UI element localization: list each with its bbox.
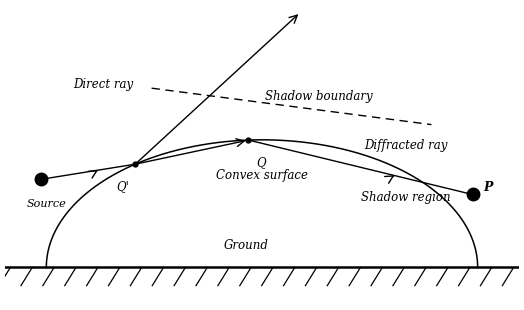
- Text: Shadow boundary: Shadow boundary: [265, 90, 372, 103]
- Text: P: P: [483, 181, 493, 194]
- Text: Direct ray: Direct ray: [73, 78, 133, 91]
- Text: Q': Q': [116, 180, 129, 193]
- Text: Shadow region: Shadow region: [361, 191, 451, 204]
- Text: Convex surface: Convex surface: [216, 169, 308, 182]
- Text: Ground: Ground: [224, 239, 269, 252]
- Text: Diffracted ray: Diffracted ray: [364, 139, 447, 152]
- Text: Source: Source: [26, 199, 66, 209]
- Text: Q: Q: [256, 156, 266, 169]
